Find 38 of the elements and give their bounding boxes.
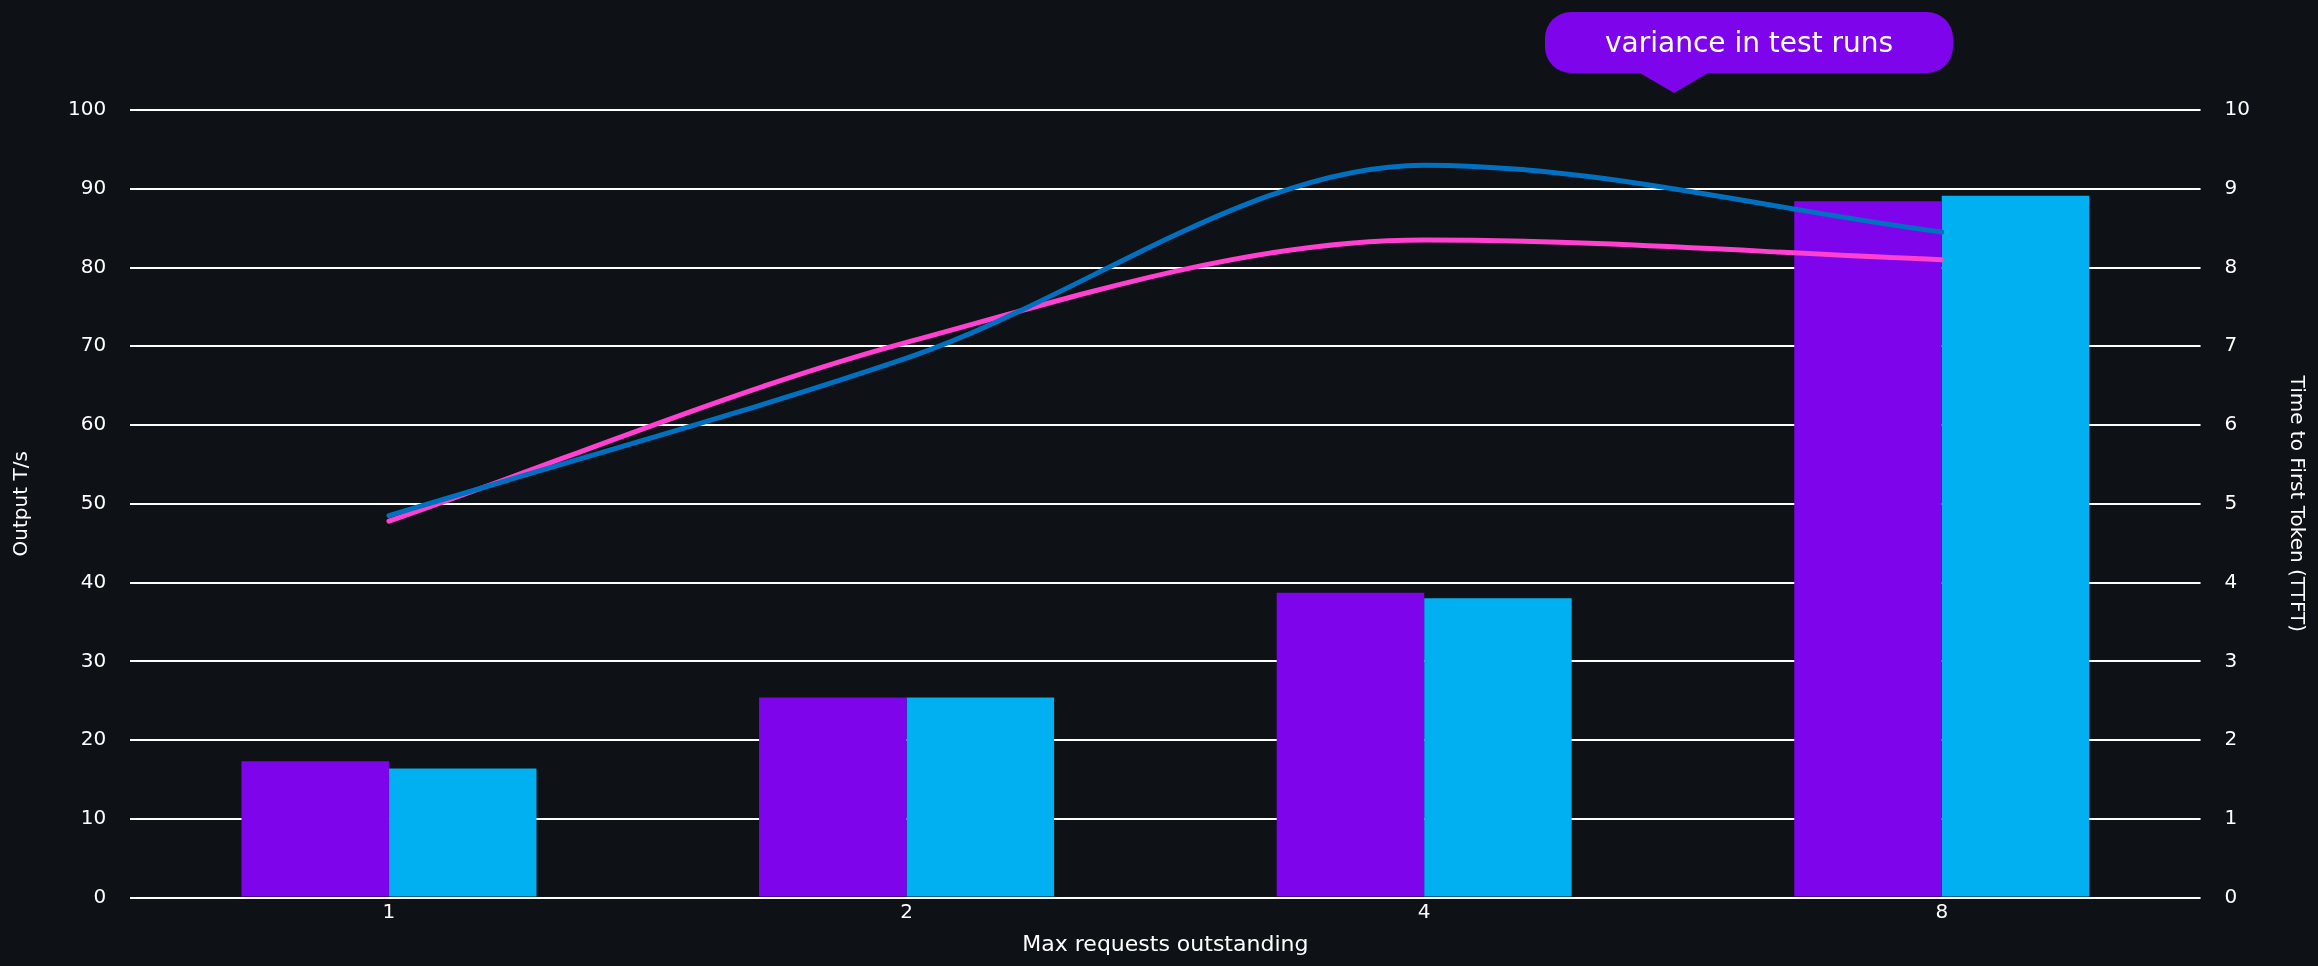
y2-tick-label: 5 (2224, 490, 2238, 514)
y-axis-title: Output T/s (8, 451, 33, 557)
bar (1424, 598, 1572, 897)
y-tick-label: 70 (80, 332, 107, 357)
y-tick-label: 50 (80, 490, 107, 514)
y-tick-label: 80 (80, 253, 107, 278)
bar (759, 697, 907, 897)
bar (241, 761, 389, 897)
x-tick-label: 4 (1417, 898, 1431, 923)
x-axis-title: Max requests outstanding (1022, 930, 1309, 956)
x-tick-label: 2 (900, 898, 913, 923)
y2-axis-title: Time to First Token (TTFT) (2285, 374, 2310, 633)
y2-tick-label: 8 (2224, 253, 2238, 278)
y2-tick-label: 9 (2224, 174, 2238, 199)
text: variance in test runs (1545, 12, 1954, 73)
bar (906, 697, 1055, 897)
y-tick-label: 30 (80, 647, 107, 672)
y2-tick-label: 10 (2224, 96, 2250, 121)
x-tick-label: 1 (382, 898, 396, 923)
y2-tick-label: 1 (2224, 805, 2238, 830)
y-tick-label: 20 (80, 726, 107, 751)
y-tick-label: 90 (80, 174, 107, 199)
y2-tick-label: 4 (2224, 568, 2238, 593)
y-tick-label: 100 (67, 96, 107, 121)
y2-tick-label: 0 (2224, 883, 2238, 908)
x-tick-label: 8 (1935, 898, 1949, 923)
y-tick-label: 0 (93, 883, 107, 908)
y2-tick-label: 2 (2224, 726, 2238, 751)
bar (1276, 592, 1425, 897)
y-tick-label: 10 (80, 805, 107, 830)
y2-tick-label: 7 (2224, 332, 2238, 357)
bar (1794, 201, 1942, 897)
y-tick-label: 40 (80, 568, 107, 593)
bar (1941, 195, 2090, 897)
bar (388, 768, 537, 897)
y2-tick-label: 3 (2224, 647, 2238, 672)
y2-tick-label: 6 (2224, 411, 2238, 436)
y-tick-label: 60 (80, 411, 107, 436)
